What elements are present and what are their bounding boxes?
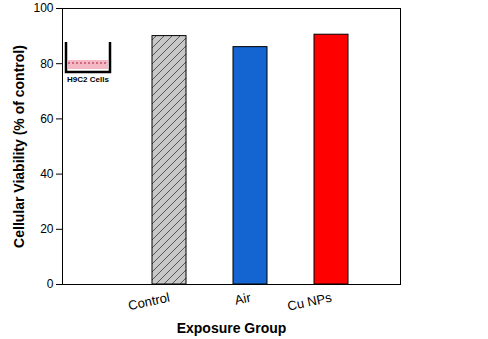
svg-text:Control: Control bbox=[127, 290, 171, 313]
svg-text:Exposure Group: Exposure Group bbox=[177, 320, 287, 336]
svg-text:Cellular Viability (% of contr: Cellular Viability (% of control) bbox=[11, 45, 27, 248]
svg-text:60: 60 bbox=[40, 112, 54, 126]
svg-text:Cu NPs: Cu NPs bbox=[286, 290, 333, 314]
svg-text:100: 100 bbox=[33, 1, 53, 15]
svg-text:20: 20 bbox=[40, 222, 54, 236]
svg-text:40: 40 bbox=[40, 167, 54, 181]
svg-text:80: 80 bbox=[40, 57, 54, 71]
svg-text:Air: Air bbox=[233, 290, 252, 308]
svg-text:H9C2 Cells: H9C2 Cells bbox=[67, 75, 109, 84]
svg-text:0: 0 bbox=[47, 277, 54, 291]
